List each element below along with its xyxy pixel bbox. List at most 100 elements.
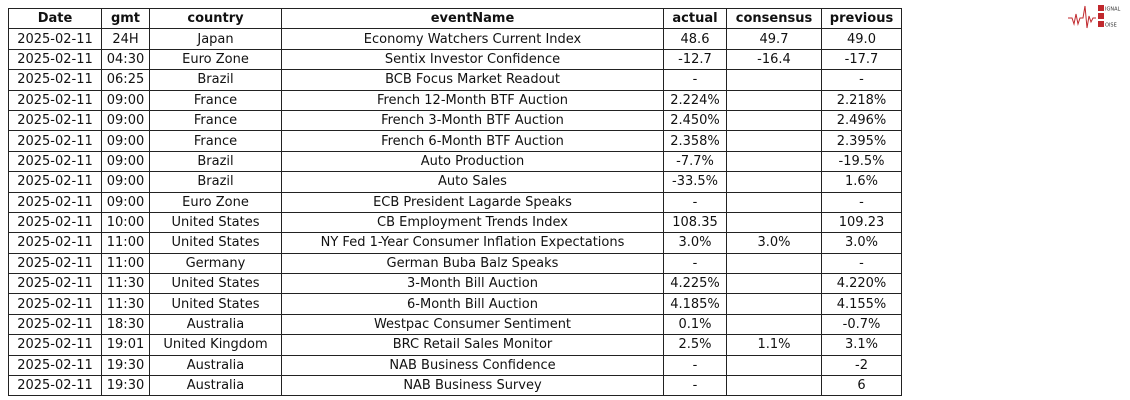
svg-text:IGNAL: IGNAL	[1105, 7, 1121, 13]
cell-date: 2025-02-11	[8, 375, 102, 397]
svg-text:OISE: OISE	[1105, 23, 1117, 29]
cell-date: 2025-02-11	[8, 171, 102, 193]
cell-actual: -	[663, 191, 727, 213]
cell-date: 2025-02-11	[8, 109, 102, 132]
cell-previous: 1.6%	[821, 171, 902, 193]
cell-date: 2025-02-11	[8, 252, 102, 275]
cell-country: United States	[149, 273, 282, 295]
cell-previous: 4.220%	[821, 273, 902, 295]
cell-consensus	[726, 293, 822, 315]
cell-gmt: 11:30	[101, 273, 150, 295]
cell-actual: -7.7%	[663, 150, 727, 173]
cell-eventname: 3-Month Bill Auction	[281, 273, 664, 295]
cell-eventname: CB Employment Trends Index	[281, 211, 664, 234]
cell-gmt: 09:00	[101, 191, 150, 213]
cell-previous: 49.0	[821, 28, 902, 50]
cell-consensus	[726, 109, 822, 132]
cell-gmt: 09:00	[101, 130, 150, 152]
cell-previous: 4.155%	[821, 293, 902, 315]
cell-date: 2025-02-11	[8, 48, 102, 71]
cell-eventname: Auto Sales	[281, 171, 664, 193]
cell-consensus	[726, 89, 822, 111]
cell-country: Australia	[149, 313, 282, 336]
cell-previous: -19.5%	[821, 150, 902, 173]
table-row: 2025-02-11 09:00 Euro Zone ECB President La…	[8, 191, 902, 213]
cell-eventname: French 6-Month BTF Auction	[281, 130, 664, 152]
cell-country: Australia	[149, 354, 282, 377]
cell-date: 2025-02-11	[8, 130, 102, 152]
cell-date: 2025-02-11	[8, 334, 102, 356]
cell-previous: 3.0%	[821, 232, 902, 254]
cell-eventname: German Buba Balz Speaks	[281, 252, 664, 275]
cell-eventname: French 12-Month BTF Auction	[281, 89, 664, 111]
cell-actual: 2.5%	[663, 334, 727, 356]
cell-actual: -33.5%	[663, 171, 727, 193]
cell-country: Euro Zone	[149, 48, 282, 71]
cell-consensus	[726, 273, 822, 295]
signal-2-noise-logo: IGNAL OISE	[1068, 5, 1121, 29]
cell-eventname: ECB President Lagarde Speaks	[281, 191, 664, 213]
cell-country: Brazil	[149, 69, 282, 91]
cell-eventname: BCB Focus Market Readout	[281, 69, 664, 91]
column-header-gmt: gmt	[101, 7, 150, 30]
cell-previous: -	[821, 252, 902, 275]
cell-eventname: BRC Retail Sales Monitor	[281, 334, 664, 356]
table-row: 2025-02-11 06:25 Brazil BCB Focus Market Re…	[8, 69, 902, 91]
cell-gmt: 09:00	[101, 109, 150, 132]
cell-previous: -2	[821, 354, 902, 377]
cell-date: 2025-02-11	[8, 232, 102, 254]
cell-previous: -	[821, 69, 902, 91]
table-row: 2025-02-11 11:00 Germany German Buba Balz S…	[8, 252, 902, 275]
cell-country: Germany	[149, 252, 282, 275]
table-row: 2025-02-11 19:30 Australia NAB Business Con…	[8, 354, 902, 377]
column-header-eventname: eventName	[281, 7, 664, 30]
table-row: 2025-02-11 09:00 France French 12-Month BTF…	[8, 89, 902, 111]
cell-gmt: 11:30	[101, 293, 150, 315]
table-row: 2025-02-11 09:00 Brazil Auto Production -7.7…	[8, 150, 902, 173]
cell-actual: 2.358%	[663, 130, 727, 152]
cell-actual: -12.7	[663, 48, 727, 71]
cell-previous: -17.7	[821, 48, 902, 71]
cell-actual: -	[663, 69, 727, 91]
cell-consensus	[726, 252, 822, 275]
cell-eventname: French 3-Month BTF Auction	[281, 109, 664, 132]
column-header-previous: previous	[821, 7, 902, 30]
table-row: 2025-02-11 11:30 United States 6-Month Bill…	[8, 293, 902, 315]
cell-date: 2025-02-11	[8, 273, 102, 295]
cell-gmt: 18:30	[101, 313, 150, 336]
cell-gmt: 19:30	[101, 375, 150, 397]
cell-date: 2025-02-11	[8, 69, 102, 91]
table-row: 2025-02-11 19:01 United Kingdom BRC Retail …	[8, 334, 902, 356]
cell-date: 2025-02-11	[8, 28, 102, 50]
table-row: 2025-02-11 09:00 France French 6-Month BTF …	[8, 130, 902, 152]
cell-consensus	[726, 375, 822, 397]
economic-calendar-table: Date gmt country eventName actual consensus pr…	[8, 7, 902, 397]
cell-actual: -	[663, 252, 727, 275]
cell-previous: 6	[821, 375, 902, 397]
cell-date: 2025-02-11	[8, 150, 102, 173]
cell-consensus	[726, 211, 822, 234]
table-row: 2025-02-11 11:30 United States 3-Month Bill…	[8, 273, 902, 295]
table-row: 2025-02-11 24H Japan Economy Watchers Curre…	[8, 28, 902, 50]
cell-country: United Kingdom	[149, 334, 282, 356]
cell-country: United States	[149, 293, 282, 315]
cell-date: 2025-02-11	[8, 211, 102, 234]
cell-gmt: 09:00	[101, 171, 150, 193]
cell-consensus	[726, 313, 822, 336]
cell-actual: 48.6	[663, 28, 727, 50]
cell-country: Australia	[149, 375, 282, 397]
table-row: 2025-02-11 09:00 France French 3-Month BTF …	[8, 109, 902, 132]
table-row: 2025-02-11 10:00 United States CB Employmen…	[8, 211, 902, 234]
cell-country: Brazil	[149, 150, 282, 173]
cell-actual: 4.225%	[663, 273, 727, 295]
cell-consensus: -16.4	[726, 48, 822, 71]
column-header-country: country	[149, 7, 282, 30]
cell-gmt: 11:00	[101, 232, 150, 254]
table-header-row: Date gmt country eventName actual consensus pr…	[8, 7, 902, 30]
column-header-date: Date	[8, 7, 102, 30]
cell-country: Brazil	[149, 171, 282, 193]
cell-date: 2025-02-11	[8, 191, 102, 213]
cell-consensus	[726, 69, 822, 91]
cell-actual: 0.1%	[663, 313, 727, 336]
cell-consensus: 49.7	[726, 28, 822, 50]
